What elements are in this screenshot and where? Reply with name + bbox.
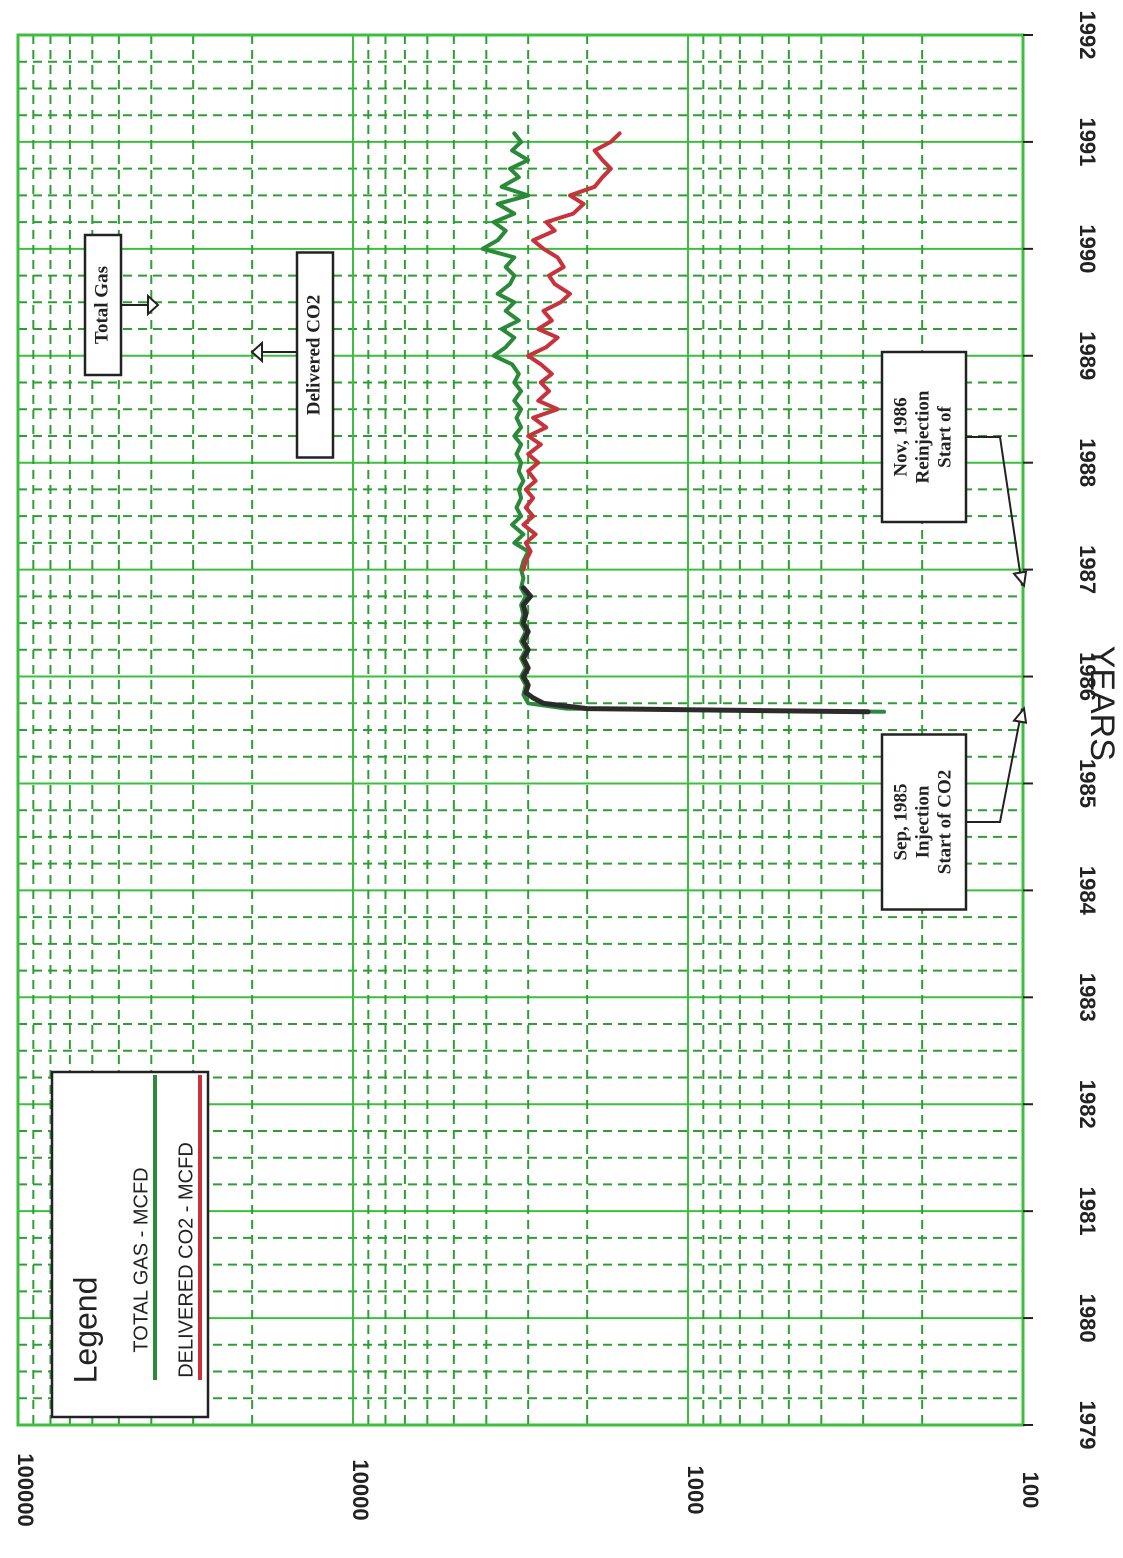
annotation-text: Delivered CO2 xyxy=(303,295,324,416)
annotation-text: Start of xyxy=(934,405,955,467)
plot-border xyxy=(16,33,1025,1427)
legend: Legend TOTAL GAS - MCFD DELIVERED CO2 - MC… xyxy=(50,1070,210,1419)
annotation-box xyxy=(295,251,335,459)
x-tick-label: 1991 xyxy=(1075,117,1100,166)
y-tick-label: 1000 xyxy=(683,1466,708,1515)
x-tick-label: 1980 xyxy=(1075,1294,1100,1343)
x-tick-label: 1988 xyxy=(1075,438,1100,487)
plot-frame xyxy=(16,33,1025,1427)
x-tick-label: 1983 xyxy=(1075,973,1100,1022)
y-tick-label: 100 xyxy=(1018,1472,1043,1509)
annotation-text: Injection xyxy=(912,785,933,858)
annotation-text: Start of CO2 xyxy=(934,770,955,874)
x-tick-label: 1990 xyxy=(1075,224,1100,273)
annotation-arrowhead xyxy=(1012,706,1028,724)
grid xyxy=(17,34,1024,1426)
legend-entry-label: TOTAL GAS - MCFD xyxy=(130,1167,152,1352)
annotation-text: Reinjection xyxy=(912,390,933,483)
x-tick-label: 1984 xyxy=(1075,866,1100,916)
x-tick-label: 1992 xyxy=(1075,11,1100,60)
x-tick-label: 1985 xyxy=(1075,759,1100,808)
x-tick-label: 1986 xyxy=(1075,652,1100,701)
y-tick-label: 100000 xyxy=(13,1453,38,1526)
legend-title: Legend xyxy=(67,1277,103,1384)
x-tick-label: 1989 xyxy=(1075,331,1100,380)
x-tick-label: 1987 xyxy=(1075,545,1100,594)
annotation-text: Sep, 1985 xyxy=(890,783,911,860)
x-axis-title: YEARS xyxy=(1083,646,1121,761)
annotations: Total Gas Delivered CO2 Start ofReinjectio… xyxy=(83,233,1028,911)
x-tick-label: 1979 xyxy=(1075,1401,1100,1450)
series-line-delivered-co2-mcfd xyxy=(521,131,622,572)
annotation-arrowhead xyxy=(147,293,160,317)
annotation-arrowhead xyxy=(1012,570,1028,589)
annotation-box xyxy=(880,733,968,911)
series-line-combined-2 xyxy=(520,585,871,715)
tick-labels: 1979 1980 1981 1982 1983 1984 1985 1986 1987 1988… xyxy=(13,11,1100,1527)
annotation-arrowhead xyxy=(250,340,263,364)
annotation-arrow xyxy=(966,708,1023,823)
annotation-text: Nov, 1986 xyxy=(890,397,911,476)
annotation-box xyxy=(83,233,123,377)
series-lines xyxy=(480,131,886,715)
x-tick-label: 1982 xyxy=(1075,1080,1100,1129)
annotation-arrow xyxy=(966,436,1023,586)
x-tick-label: 1981 xyxy=(1075,1187,1100,1236)
annotation-text: Total Gas xyxy=(91,266,112,344)
annotation-box xyxy=(880,350,968,524)
legend-entry-label: DELIVERED CO2 - MCFD xyxy=(175,1142,197,1378)
y-tick-label: 10000 xyxy=(348,1459,373,1520)
legend-box xyxy=(50,1070,210,1419)
